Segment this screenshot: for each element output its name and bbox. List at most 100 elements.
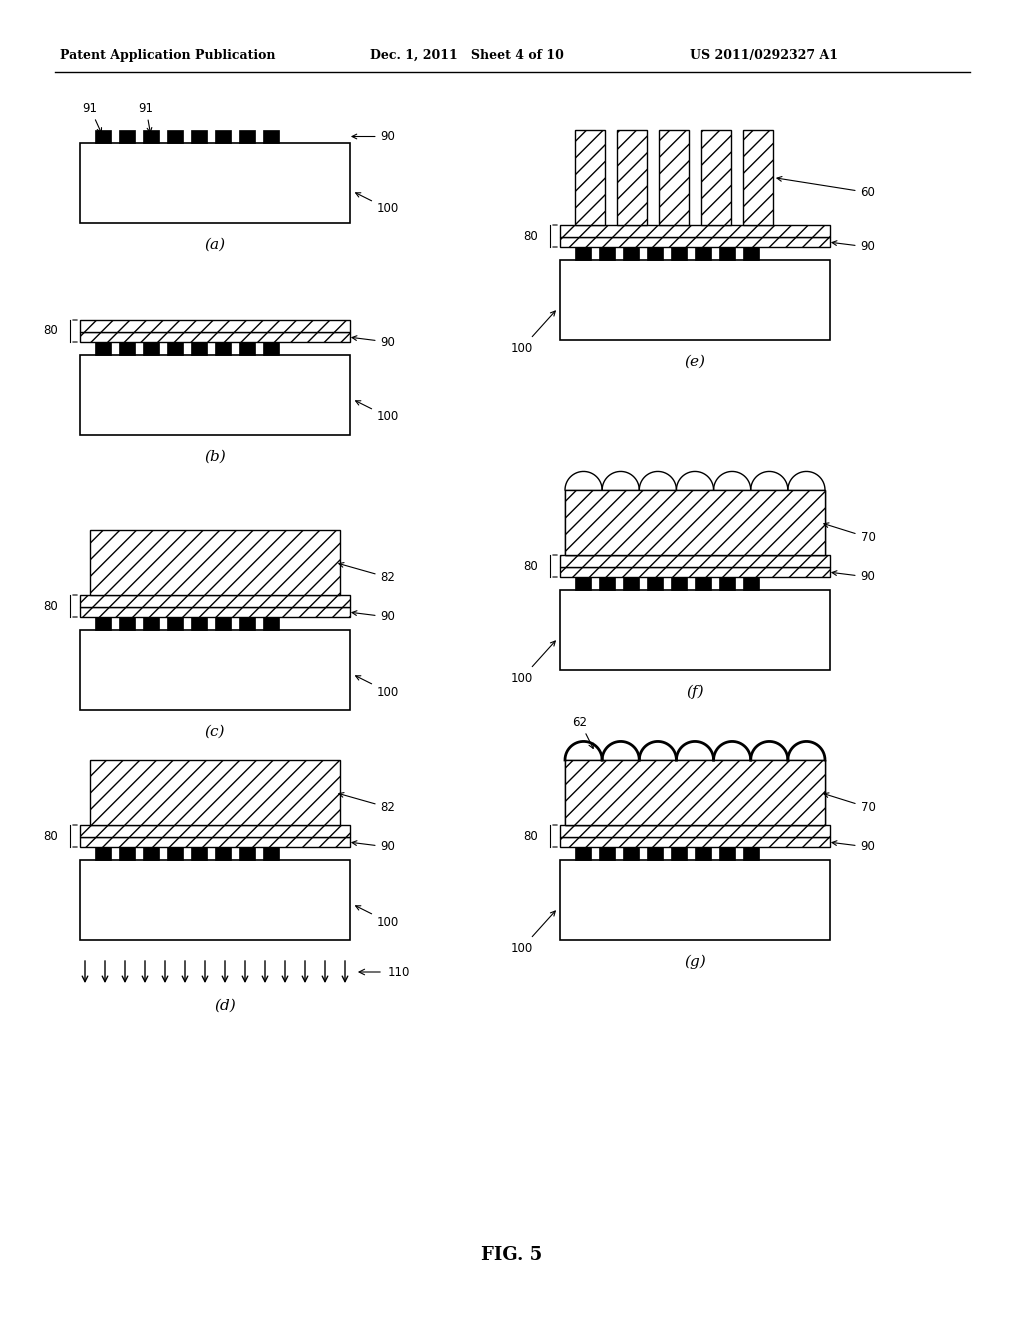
Text: FIG. 5: FIG. 5 bbox=[481, 1246, 543, 1265]
Bar bbox=[560, 861, 830, 940]
Text: Patent Application Publication: Patent Application Publication bbox=[60, 49, 275, 62]
Bar bbox=[671, 247, 687, 260]
Bar bbox=[80, 630, 350, 710]
Bar bbox=[565, 490, 825, 554]
Bar bbox=[575, 247, 591, 260]
Bar bbox=[95, 129, 111, 143]
Text: 80: 80 bbox=[43, 325, 58, 338]
Bar bbox=[215, 616, 231, 630]
Bar bbox=[565, 760, 825, 825]
Text: 60: 60 bbox=[777, 177, 876, 199]
Bar bbox=[263, 129, 279, 143]
Bar bbox=[719, 247, 735, 260]
Bar bbox=[215, 129, 231, 143]
Bar bbox=[560, 224, 830, 238]
Bar bbox=[575, 847, 591, 861]
Bar bbox=[143, 342, 159, 355]
Bar bbox=[239, 847, 255, 861]
Bar bbox=[239, 129, 255, 143]
Text: 91: 91 bbox=[83, 102, 101, 133]
Text: 90: 90 bbox=[831, 240, 876, 253]
Bar bbox=[695, 847, 711, 861]
Text: 62: 62 bbox=[572, 715, 593, 748]
Bar bbox=[565, 760, 825, 825]
Bar bbox=[95, 616, 111, 630]
Text: 100: 100 bbox=[355, 401, 399, 424]
Bar bbox=[575, 577, 591, 590]
Bar bbox=[80, 333, 350, 342]
Bar bbox=[647, 847, 663, 861]
Bar bbox=[701, 129, 731, 224]
Bar bbox=[143, 616, 159, 630]
Bar bbox=[617, 129, 647, 224]
Bar bbox=[560, 590, 830, 671]
Text: 100: 100 bbox=[511, 911, 555, 954]
Bar bbox=[119, 847, 135, 861]
Bar bbox=[263, 342, 279, 355]
Text: 91: 91 bbox=[138, 102, 154, 132]
Bar bbox=[95, 342, 111, 355]
Bar bbox=[167, 616, 183, 630]
Text: 82: 82 bbox=[339, 562, 395, 583]
Bar bbox=[695, 247, 711, 260]
Bar bbox=[565, 490, 825, 554]
Text: 80: 80 bbox=[43, 599, 58, 612]
Text: 80: 80 bbox=[523, 560, 538, 573]
Bar bbox=[743, 847, 759, 861]
Text: 70: 70 bbox=[824, 523, 876, 544]
Bar bbox=[90, 760, 340, 825]
Bar bbox=[80, 143, 350, 223]
Bar bbox=[80, 319, 350, 333]
Bar bbox=[239, 616, 255, 630]
Bar bbox=[90, 531, 340, 595]
Bar bbox=[623, 247, 639, 260]
Text: (d): (d) bbox=[214, 999, 236, 1012]
Bar bbox=[119, 342, 135, 355]
Bar bbox=[671, 577, 687, 590]
Bar bbox=[695, 577, 711, 590]
Bar bbox=[560, 554, 830, 568]
Text: 82: 82 bbox=[339, 792, 395, 814]
Text: 100: 100 bbox=[511, 642, 555, 685]
Text: (b): (b) bbox=[204, 450, 226, 465]
Bar bbox=[575, 129, 605, 224]
Bar bbox=[191, 616, 207, 630]
Text: 80: 80 bbox=[523, 230, 538, 243]
Bar bbox=[80, 355, 350, 436]
Text: 90: 90 bbox=[352, 610, 395, 623]
Bar bbox=[599, 847, 615, 861]
Text: 70: 70 bbox=[824, 793, 876, 814]
Bar bbox=[167, 129, 183, 143]
Text: (c): (c) bbox=[205, 725, 225, 739]
Text: (a): (a) bbox=[205, 238, 225, 252]
Bar bbox=[167, 847, 183, 861]
Text: (g): (g) bbox=[684, 954, 706, 969]
Bar bbox=[647, 577, 663, 590]
Bar bbox=[143, 847, 159, 861]
Bar bbox=[560, 825, 830, 837]
Bar bbox=[560, 260, 830, 341]
Text: 90: 90 bbox=[352, 335, 395, 348]
Bar bbox=[80, 825, 350, 837]
Bar bbox=[167, 342, 183, 355]
Bar bbox=[119, 129, 135, 143]
Text: 100: 100 bbox=[355, 193, 399, 215]
Bar bbox=[560, 837, 830, 847]
Bar bbox=[143, 129, 159, 143]
Bar bbox=[743, 129, 773, 224]
Text: 80: 80 bbox=[43, 829, 58, 842]
Text: 90: 90 bbox=[352, 841, 395, 854]
Bar bbox=[743, 247, 759, 260]
Bar bbox=[560, 238, 830, 247]
Bar bbox=[647, 247, 663, 260]
Bar bbox=[623, 847, 639, 861]
Bar bbox=[239, 342, 255, 355]
Text: 100: 100 bbox=[511, 312, 555, 355]
Bar bbox=[215, 847, 231, 861]
Bar bbox=[119, 616, 135, 630]
Bar bbox=[191, 129, 207, 143]
Bar bbox=[671, 847, 687, 861]
Bar bbox=[719, 847, 735, 861]
Bar bbox=[80, 861, 350, 940]
Text: (e): (e) bbox=[684, 355, 706, 370]
